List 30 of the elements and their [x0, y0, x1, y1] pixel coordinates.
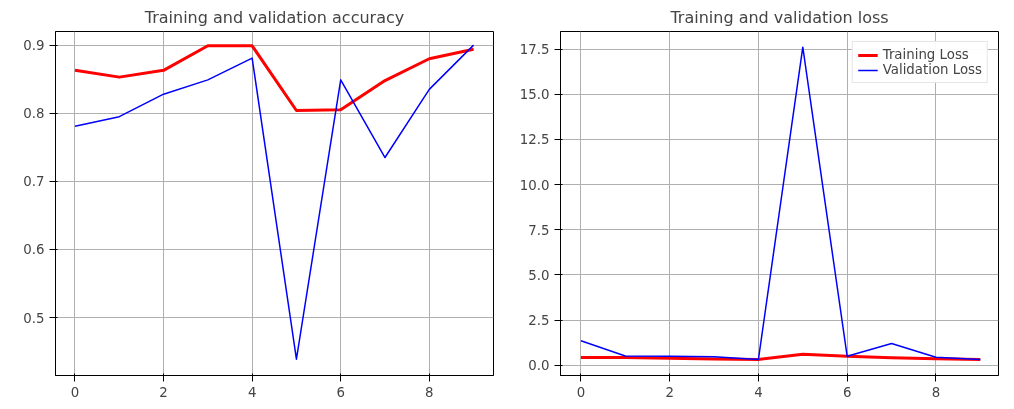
- line-series: [74, 44, 475, 360]
- y-tick-label: 0.5: [23, 310, 45, 326]
- chart-title: Training and validation loss: [669, 7, 889, 27]
- chart-title: Training and validation accuracy: [143, 7, 405, 27]
- y-tick-label: 10.0: [519, 177, 550, 193]
- legend-label: Validation Loss: [882, 62, 982, 77]
- y-tick-label: 2.5: [528, 313, 550, 329]
- x-tick-label: 8: [931, 384, 941, 400]
- y-tick-label: 0.8: [23, 106, 45, 122]
- y-tick-label: 0.9: [23, 38, 45, 54]
- y-tick-label: 0.7: [23, 174, 45, 190]
- y-tick-label: 12.5: [519, 132, 550, 148]
- line-series: [580, 46, 982, 361]
- y-tick-label: 0.0: [528, 358, 550, 374]
- x-tick-label: 2: [159, 384, 168, 400]
- y-tick-label: 5.0: [528, 267, 550, 283]
- y-tick-label: 15.0: [519, 87, 550, 103]
- x-tick-label: 6: [336, 384, 345, 400]
- y-tick-label: 17.5: [519, 42, 550, 58]
- x-tick-label: 6: [842, 384, 852, 400]
- x-tick-label: 2: [665, 384, 674, 400]
- y-tick-label: 0.6: [23, 242, 45, 258]
- x-tick-label: 0: [576, 384, 586, 400]
- x-tick-label: 4: [754, 384, 763, 400]
- x-tick-label: 0: [70, 384, 80, 400]
- x-tick-label: 8: [425, 384, 434, 400]
- legend-label: Training Loss: [882, 47, 969, 62]
- x-tick-label: 4: [247, 384, 257, 400]
- y-tick-label: 7.5: [528, 222, 550, 238]
- line-series: [73, 44, 476, 113]
